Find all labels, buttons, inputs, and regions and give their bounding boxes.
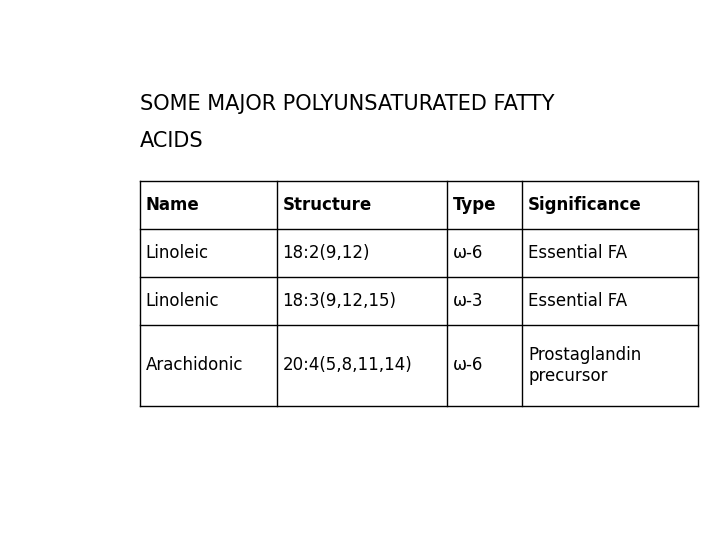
Text: Prostaglandin
precursor: Prostaglandin precursor <box>528 346 642 384</box>
Text: Type: Type <box>453 196 496 214</box>
Text: Essential FA: Essential FA <box>528 244 627 262</box>
Text: Arachidonic: Arachidonic <box>145 356 243 374</box>
Text: ω-6: ω-6 <box>453 356 483 374</box>
Text: 18:2(9,12): 18:2(9,12) <box>282 244 370 262</box>
Text: Name: Name <box>145 196 199 214</box>
Text: SOME MAJOR POLYUNSATURATED FATTY: SOME MAJOR POLYUNSATURATED FATTY <box>140 94 554 114</box>
Text: Linolenic: Linolenic <box>145 292 220 310</box>
Text: Linoleic: Linoleic <box>145 244 209 262</box>
Text: ACIDS: ACIDS <box>140 131 204 151</box>
Text: ω-6: ω-6 <box>453 244 483 262</box>
Text: 20:4(5,8,11,14): 20:4(5,8,11,14) <box>282 356 413 374</box>
Text: Structure: Structure <box>282 196 372 214</box>
Text: ω-3: ω-3 <box>453 292 483 310</box>
Text: Essential FA: Essential FA <box>528 292 627 310</box>
Text: Significance: Significance <box>528 196 642 214</box>
Text: 18:3(9,12,15): 18:3(9,12,15) <box>282 292 397 310</box>
